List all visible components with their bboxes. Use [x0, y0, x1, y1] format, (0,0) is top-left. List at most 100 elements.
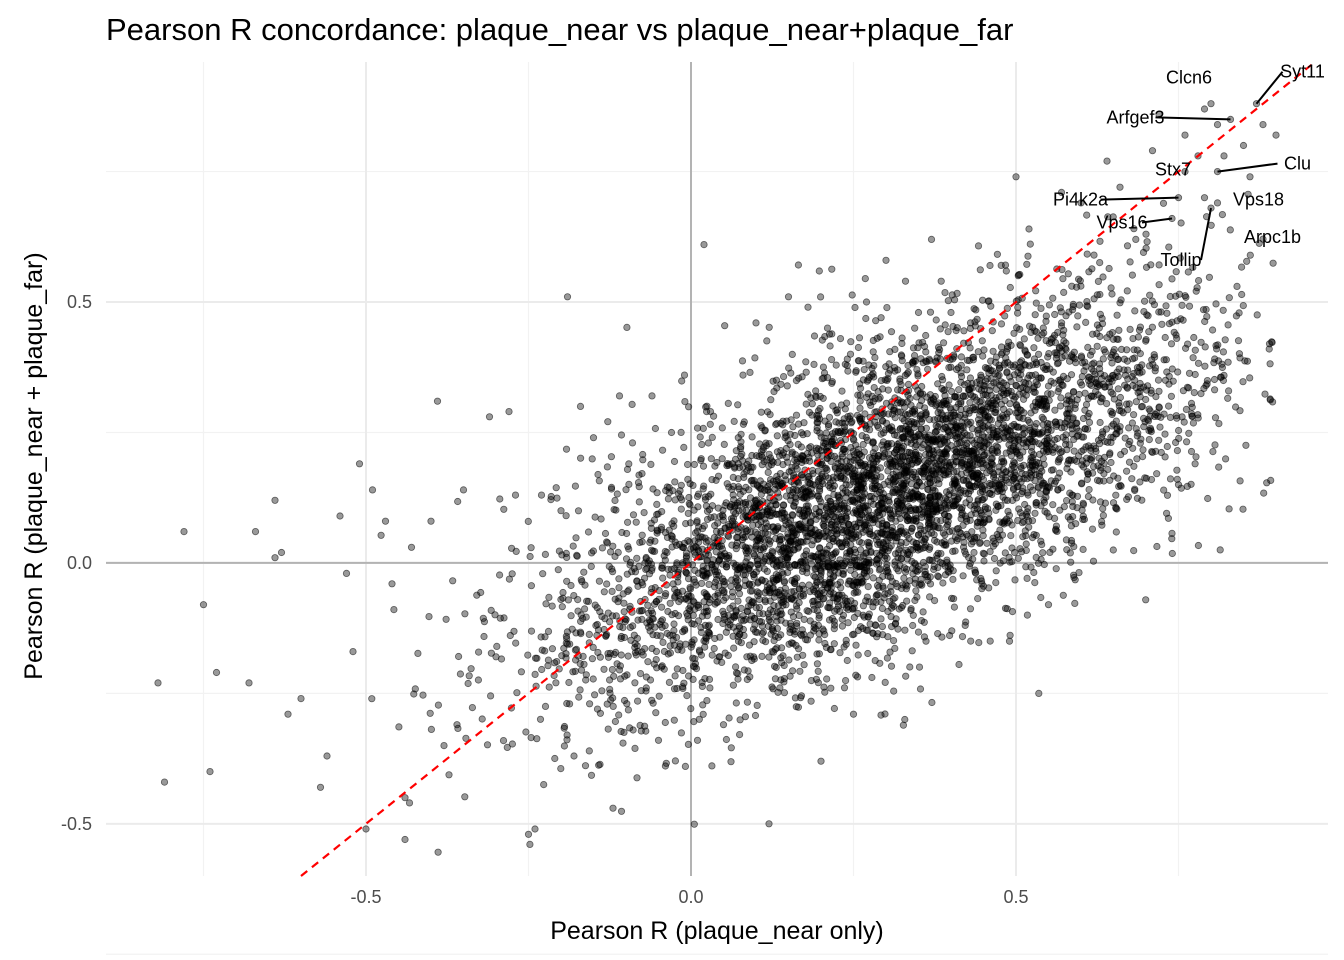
data-point — [1126, 258, 1134, 266]
data-point — [947, 387, 956, 396]
data-point — [1139, 446, 1147, 454]
data-point — [1017, 357, 1026, 365]
data-point — [917, 580, 925, 588]
data-point — [609, 694, 617, 702]
data-point — [1192, 453, 1200, 461]
data-point — [957, 353, 966, 361]
data-point — [610, 505, 618, 514]
data-point — [825, 603, 833, 612]
data-point — [617, 634, 625, 643]
data-point — [800, 512, 808, 521]
data-point — [705, 628, 713, 637]
data-point — [843, 656, 851, 665]
data-point — [1014, 435, 1022, 444]
data-point — [1010, 395, 1018, 403]
data-point — [536, 715, 545, 723]
data-point — [770, 662, 779, 670]
data-point — [994, 502, 1002, 510]
data-point — [1119, 409, 1127, 417]
data-point — [791, 575, 799, 583]
data-point — [981, 505, 989, 513]
data-point — [859, 528, 867, 536]
data-point — [861, 274, 869, 283]
data-point — [562, 639, 570, 647]
data-point — [587, 549, 596, 557]
data-point — [967, 469, 976, 477]
data-point — [897, 501, 905, 509]
data-point — [690, 620, 699, 628]
data-point — [1078, 381, 1086, 389]
data-point — [1040, 460, 1048, 469]
data-point — [1173, 446, 1182, 455]
data-point — [1063, 464, 1071, 473]
data-point — [734, 584, 742, 592]
data-point — [973, 315, 981, 323]
data-point — [1241, 357, 1249, 365]
data-point — [1225, 387, 1233, 395]
data-point — [1130, 411, 1138, 419]
data-point — [852, 641, 860, 649]
data-point — [884, 386, 892, 394]
data-point — [594, 648, 602, 657]
data-point — [544, 656, 553, 664]
data-point — [759, 628, 768, 636]
data-point — [657, 603, 666, 611]
data-point — [695, 715, 703, 723]
data-point — [793, 561, 802, 570]
data-point — [1116, 299, 1124, 307]
data-point — [703, 696, 711, 705]
data-point — [653, 631, 661, 640]
data-point — [1067, 456, 1075, 464]
data-point — [902, 538, 910, 547]
data-point — [512, 547, 520, 556]
data-point — [843, 504, 852, 512]
data-point — [659, 638, 667, 647]
data-point — [832, 406, 840, 414]
data-point — [609, 702, 617, 711]
data-point — [625, 586, 633, 594]
data-point — [1074, 431, 1082, 439]
data-point — [735, 730, 744, 739]
data-point — [887, 328, 896, 336]
data-point — [1045, 349, 1053, 358]
data-point — [750, 476, 758, 485]
data-point — [619, 623, 627, 632]
data-point — [672, 633, 681, 642]
data-point — [995, 463, 1003, 471]
data-point — [545, 593, 553, 602]
data-point — [877, 473, 885, 481]
data-point — [869, 370, 877, 378]
data-point — [743, 675, 751, 684]
data-point — [661, 718, 669, 727]
data-point — [838, 622, 847, 630]
data-point — [1070, 447, 1078, 455]
data-point — [959, 572, 967, 580]
data-point — [1162, 356, 1170, 364]
data-point — [1007, 531, 1015, 540]
data-point — [1010, 548, 1019, 557]
data-point — [1125, 400, 1133, 408]
data-point — [1016, 325, 1024, 333]
data-point — [1239, 378, 1247, 386]
data-point — [896, 453, 904, 461]
data-point — [868, 673, 876, 682]
data-point — [1168, 549, 1176, 558]
data-point — [688, 640, 696, 648]
data-point — [682, 554, 691, 562]
data-point — [758, 652, 766, 661]
data-point — [1051, 514, 1059, 523]
data-point — [1266, 360, 1274, 368]
data-point — [821, 639, 829, 648]
data-point — [836, 429, 844, 437]
data-point — [1155, 403, 1163, 411]
data-point — [818, 460, 826, 469]
data-point — [1035, 374, 1043, 382]
data-point — [771, 675, 780, 683]
data-point — [859, 461, 867, 469]
data-point — [896, 527, 904, 536]
data-point — [1067, 558, 1075, 566]
data-point — [499, 736, 508, 745]
data-point — [918, 513, 926, 522]
data-point — [1226, 226, 1234, 234]
data-point — [745, 457, 753, 465]
